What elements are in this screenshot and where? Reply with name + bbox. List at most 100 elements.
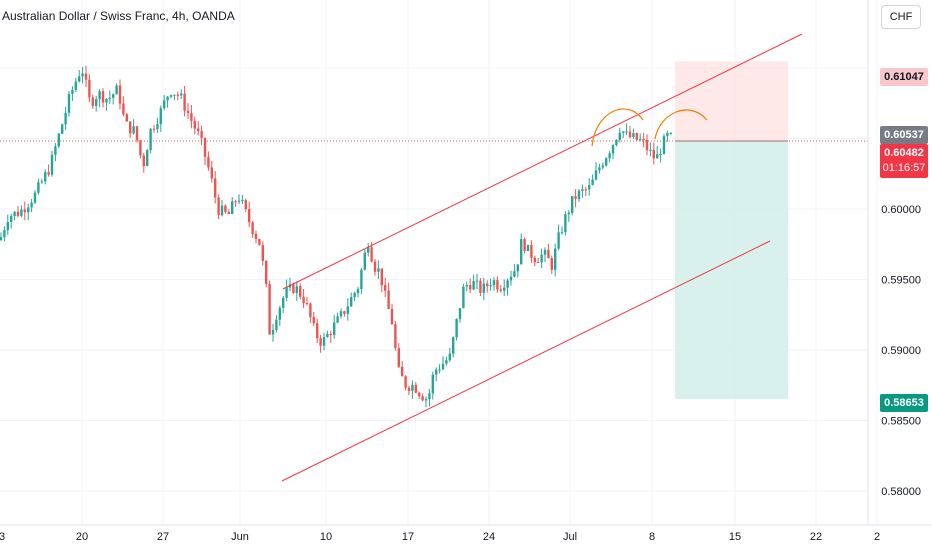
- candle: [428, 388, 431, 407]
- candle: [397, 343, 400, 369]
- candle: [469, 278, 472, 294]
- candle: [669, 132, 672, 135]
- last-price-label: 0.60482 01:16:57: [880, 144, 928, 178]
- candle: [591, 174, 594, 186]
- candle: [625, 123, 628, 136]
- time-axis[interactable]: 3 20 27 Jun 10 17 24 Jul 8 15 22 2: [0, 524, 932, 543]
- candle: [554, 243, 557, 277]
- candle: [329, 330, 332, 343]
- candle: [95, 95, 98, 112]
- candle: [299, 283, 302, 300]
- candle: [118, 79, 122, 110]
- candle: [305, 297, 309, 306]
- channel-lower-line[interactable]: [281, 240, 771, 482]
- candle: [380, 268, 383, 293]
- annotation-arc-right[interactable]: [654, 109, 708, 140]
- candle: [74, 77, 77, 93]
- candle: [635, 132, 638, 141]
- take-profit-zone[interactable]: [675, 141, 788, 399]
- candle: [207, 151, 210, 171]
- candle: [424, 396, 428, 408]
- candle: [285, 279, 288, 302]
- candle: [543, 247, 547, 263]
- currency-button[interactable]: CHF: [881, 5, 921, 29]
- price-tick-label: 0.59000: [881, 345, 921, 357]
- candle: [431, 371, 434, 400]
- candle: [384, 277, 387, 297]
- candle: [271, 323, 275, 342]
- candle: [319, 334, 322, 353]
- candle: [645, 134, 649, 156]
- candle: [496, 276, 499, 293]
- candle: [71, 86, 74, 102]
- candle: [105, 98, 108, 111]
- price-axis[interactable]: 0.60000 0.59500 0.59000 0.58500 0.58000 0.610…: [867, 0, 928, 525]
- candle: [533, 255, 536, 267]
- candle: [244, 198, 247, 212]
- candle: [54, 142, 57, 162]
- candle: [27, 203, 30, 221]
- candle: [530, 240, 533, 263]
- candle: [186, 103, 190, 119]
- candle: [166, 96, 169, 108]
- candle: [445, 356, 448, 366]
- candle: [377, 260, 380, 280]
- candle: [414, 381, 417, 394]
- candle: [458, 308, 462, 323]
- chart-title: Australian Dollar / Swiss Franc, 4h, OAN…: [2, 9, 235, 23]
- candle: [193, 116, 196, 135]
- channel-upper-line[interactable]: [282, 33, 803, 290]
- candle: [84, 65, 88, 87]
- candle: [404, 375, 407, 391]
- candles[interactable]: [0, 65, 672, 408]
- price-tick-label: 0.58500: [881, 416, 921, 428]
- candle: [115, 83, 118, 95]
- target-price-label: 0.58653: [880, 394, 928, 412]
- candle: [98, 89, 101, 108]
- candle: [601, 162, 604, 170]
- time-tick-label: Jul: [563, 531, 577, 543]
- svg-text:01:16:57: 01:16:57: [883, 162, 926, 174]
- stop-loss-zone[interactable]: [675, 61, 788, 142]
- annotation-arc-left[interactable]: [591, 108, 644, 147]
- candle: [516, 264, 519, 278]
- candle: [632, 128, 635, 140]
- candle: [156, 117, 159, 133]
- candle: [594, 162, 598, 181]
- candle: [241, 194, 244, 204]
- candle: [261, 241, 264, 266]
- candle: [584, 186, 587, 197]
- candle: [122, 96, 125, 117]
- candle: [499, 285, 502, 293]
- candle: [210, 160, 213, 183]
- svg-text:0.60537: 0.60537: [884, 129, 924, 141]
- candle: [577, 189, 581, 202]
- price-tick-label: 0.60000: [881, 204, 921, 216]
- candle: [135, 125, 139, 143]
- time-tick-label: 24: [483, 531, 495, 543]
- candle: [455, 318, 458, 341]
- candle: [88, 74, 91, 103]
- candle: [373, 258, 377, 276]
- candle: [418, 391, 421, 399]
- candle: [248, 201, 251, 228]
- candle: [322, 332, 326, 351]
- candle: [224, 204, 227, 214]
- candle: [520, 233, 523, 265]
- candle: [475, 273, 479, 289]
- candle: [401, 360, 404, 377]
- candle: [550, 255, 553, 275]
- candle: [101, 88, 105, 108]
- candle: [169, 94, 173, 99]
- candle: [149, 128, 152, 154]
- candle: [112, 93, 115, 105]
- candle: [234, 199, 237, 207]
- candle: [268, 280, 271, 335]
- candle: [265, 260, 268, 288]
- candle: [16, 206, 20, 218]
- candle: [608, 150, 611, 163]
- candle: [622, 130, 625, 138]
- candle: [489, 278, 492, 291]
